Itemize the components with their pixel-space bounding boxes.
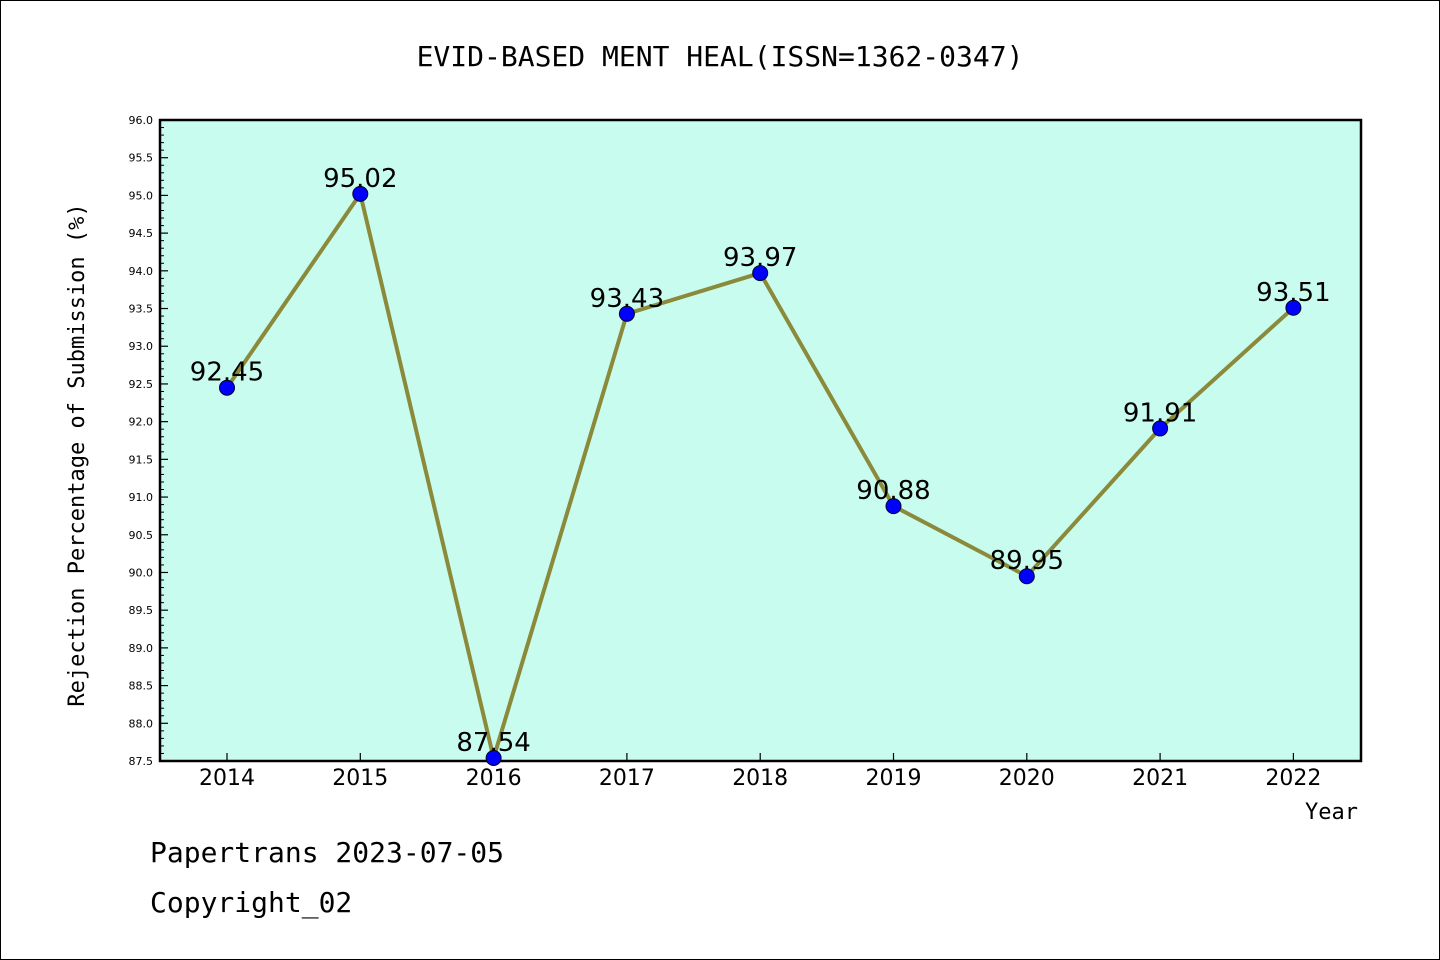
data-label: 87.54	[456, 728, 530, 758]
data-labels: 92.45 95.02 87.54 93.43 93.97 90.88 89.95 91.91…	[190, 164, 1331, 758]
y-tick-label: 93.5	[129, 303, 154, 316]
data-point	[1018, 568, 1035, 585]
data-markers	[219, 185, 1302, 766]
data-point	[752, 265, 769, 282]
data-label: 93.97	[723, 243, 797, 273]
data-point	[219, 379, 235, 396]
data-label: 90.88	[856, 476, 930, 506]
data-label: 92.45	[190, 358, 264, 388]
data-point	[1152, 420, 1169, 437]
data-label: 89.95	[990, 546, 1064, 576]
data-point	[885, 498, 902, 515]
data-label: 95.02	[323, 164, 397, 194]
data-point	[352, 185, 369, 202]
y-axis-label: Rejection Percentage of Submission (%)	[65, 203, 90, 706]
chart-title: EVID-BASED MENT HEAL(ISSN=1362-0347)	[417, 40, 1024, 73]
x-tick-label: 2020	[999, 766, 1055, 791]
y-tick-label: 95.5	[129, 152, 154, 165]
data-label: 93.51	[1256, 278, 1330, 308]
x-tick-label: 2017	[599, 766, 655, 791]
y-tick-label: 95.0	[129, 189, 154, 202]
y-tick-label: 89.0	[129, 642, 154, 655]
y-tick-label: 90.5	[129, 529, 154, 542]
data-label: 91.91	[1123, 398, 1197, 428]
y-tick-label: 93.0	[129, 340, 154, 353]
y-tick-label: 94.0	[129, 265, 154, 278]
data-point	[485, 749, 502, 766]
y-tick-label: 96.0	[129, 114, 154, 127]
data-point	[618, 305, 635, 322]
x-tick-label: 2015	[332, 766, 388, 791]
y-tick-label: 89.5	[129, 604, 154, 617]
y-tick-label: 90.0	[129, 566, 154, 579]
y-tick-label: 92.0	[129, 416, 154, 429]
plot-area	[158, 118, 1363, 763]
y-tick-label: 91.5	[129, 453, 154, 466]
x-axis-label: Year	[1305, 800, 1358, 825]
y-axis-ticks: 87.5 88.0 88.5 89.0 89.5 90.0 90.5 91.0 91.5 92.0…	[129, 114, 168, 768]
y-tick-label: 88.0	[129, 717, 154, 730]
x-tick-label: 2018	[732, 766, 788, 791]
y-tick-label: 87.5	[129, 755, 154, 768]
footer-copyright: Copyright_02	[150, 886, 353, 919]
y-tick-label: 92.5	[129, 378, 154, 391]
data-point	[1285, 299, 1302, 316]
x-tick-label: 2022	[1265, 766, 1321, 791]
y-tick-label: 94.5	[129, 227, 154, 240]
footer-papertrans-date: Papertrans 2023-07-05	[150, 836, 505, 869]
x-tick-label: 2014	[199, 766, 255, 791]
x-tick-label: 2019	[866, 766, 922, 791]
y-tick-label: 91.0	[129, 491, 154, 504]
x-tick-label: 2021	[1132, 766, 1188, 791]
x-axis-ticks: 2014 2015 2016 2017 2018 2019 2020 2021 2022	[199, 753, 1321, 791]
data-label: 93.43	[590, 284, 664, 314]
y-tick-label: 88.5	[129, 680, 154, 693]
x-tick-label: 2016	[466, 766, 522, 791]
